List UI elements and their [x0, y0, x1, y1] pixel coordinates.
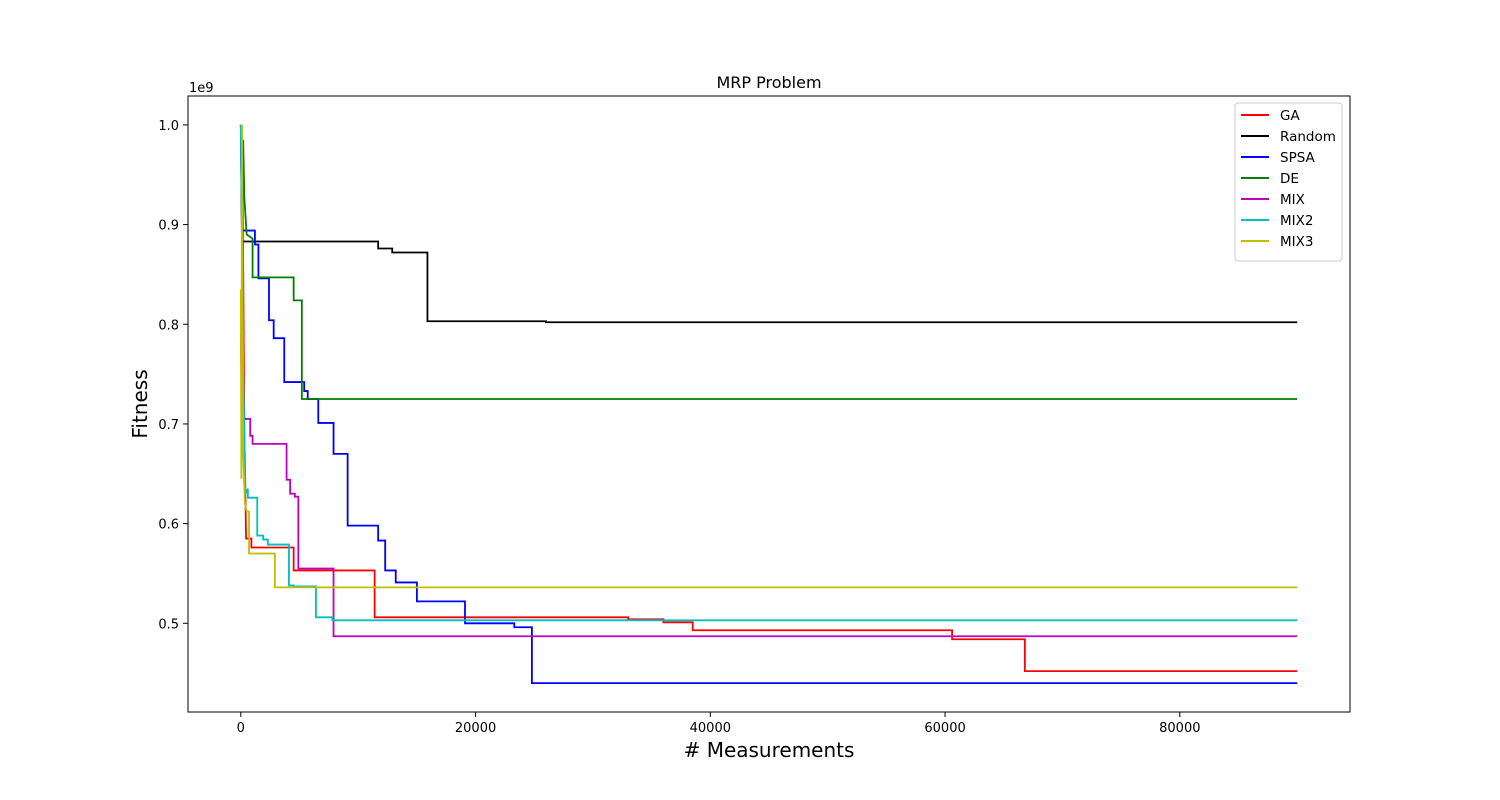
y-tick-label: 0.5: [158, 617, 179, 632]
x-tick-label: 80000: [1159, 721, 1200, 736]
y-tick-label: 0.7: [158, 418, 179, 433]
x-tick-label: 0: [237, 721, 245, 736]
y-tick-label: 0.6: [158, 518, 179, 533]
legend-label-mix: MIX: [1280, 192, 1305, 208]
series-line-mix2: [239, 124, 1298, 622]
legend-label-spsa: SPSA: [1280, 150, 1316, 166]
legend: GA Random SPSA DE MIX MIX2 MIX3: [1234, 102, 1343, 262]
y-axis-label: Fitness: [128, 369, 152, 438]
legend-label-de: DE: [1280, 171, 1299, 187]
series-line-de: [239, 124, 1298, 400]
x-tick-label: 40000: [690, 721, 731, 736]
y-tick-label: 1.0: [158, 119, 179, 134]
series-line-mix3: [239, 124, 1298, 589]
legend-label-mix3: MIX3: [1280, 234, 1313, 250]
chart-title: MRP Problem: [716, 73, 821, 92]
plot-frame: [187, 95, 1351, 713]
legend-label-mix2: MIX2: [1280, 213, 1313, 229]
legend-box: [1234, 102, 1343, 262]
x-tick-label: 20000: [455, 721, 496, 736]
x-axis-label: # Measurements: [684, 738, 855, 762]
y-tick-label: 0.9: [158, 219, 179, 234]
x-tick-label: 60000: [924, 721, 965, 736]
y-tick-label: 0.8: [158, 318, 179, 333]
series-line-random: [239, 124, 1298, 324]
y-axis-offset-label: 1e9: [189, 81, 214, 96]
ticks-layer: 0 20000 40000 60000 80000 0.5 0.6 0.7 0.8 0.9 1.0: [158, 119, 1200, 736]
legend-label-random: Random: [1280, 129, 1336, 145]
legend-label-ga: GA: [1280, 108, 1300, 124]
series-line-spsa: [239, 124, 1298, 684]
series-layer: [239, 124, 1298, 684]
